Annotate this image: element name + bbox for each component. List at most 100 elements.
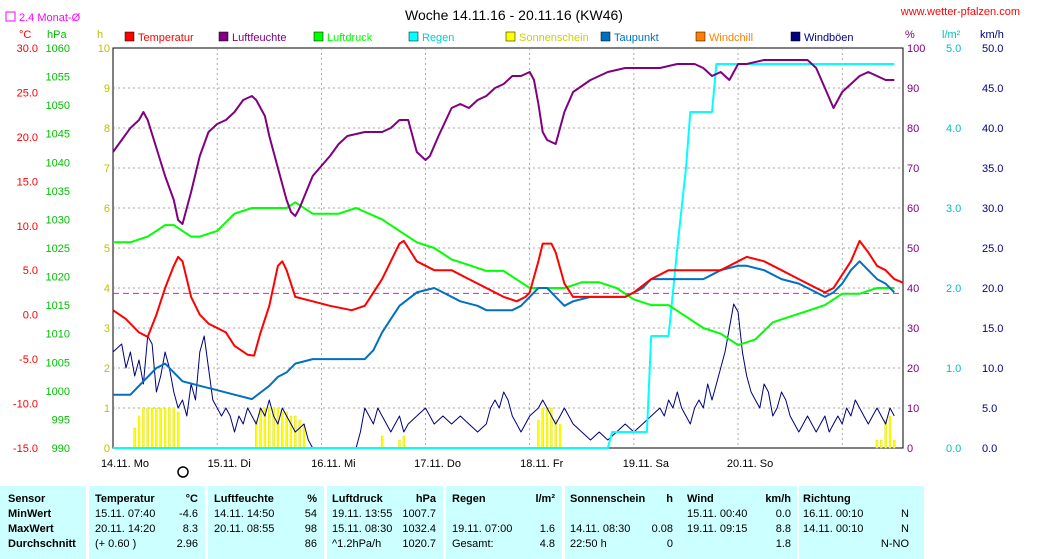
- summary-cell-value: 1007.7: [402, 508, 436, 520]
- axis-tick-pressure: 995: [52, 414, 70, 426]
- series-temperatur-line: [112, 239, 904, 357]
- unit-lm2: l/m²: [942, 29, 961, 41]
- axis-tick-humidity: 40: [907, 283, 919, 295]
- axis-tick-temperature: 30.0: [17, 43, 38, 55]
- summary-cell-detail: 16.11. 00:10: [803, 508, 864, 520]
- axis-tick-pressure: 1040: [46, 157, 70, 169]
- summary-cell-value: 2.96: [176, 538, 198, 550]
- summary-column-bg: [799, 486, 924, 559]
- legend-swatch: [600, 31, 611, 42]
- summary-background: [0, 486, 1058, 559]
- axis-tick-humidity: 50: [907, 243, 919, 255]
- axis-tick-wind: 30.0: [982, 203, 1003, 215]
- axis-tick-wind: 20.0: [982, 283, 1003, 295]
- x-tick-label: 20.11. So: [727, 458, 773, 470]
- series-lines: [112, 59, 904, 449]
- summary-cell-detail: 14.11. 00:10: [803, 523, 864, 535]
- sunshine-bar: [268, 407, 271, 449]
- x-tick-labels: 14.11. Mo 15.11. Di 16.11. Mi 17.11. Do 18.1…: [101, 458, 773, 470]
- legend-label: Sonnenschein: [519, 32, 589, 44]
- sunshine-bar: [541, 407, 544, 449]
- summary-cell-value: 1020.7: [402, 538, 436, 550]
- unit-hours: h: [97, 29, 103, 41]
- axis-tick-wind: 40.0: [982, 123, 1003, 135]
- sunshine-bar: [298, 419, 301, 449]
- axis-tick-pressure: 1050: [46, 100, 70, 112]
- summary-cell-value: 1.8: [775, 538, 791, 550]
- axis-tick-wind: 10.0: [982, 363, 1003, 375]
- avg-legend-label: 2.4 Monat-Ø: [19, 12, 81, 24]
- sunshine-bar: [402, 435, 405, 449]
- summary-header-sensor: Sensor: [8, 493, 46, 505]
- summary-cell-value: 4.8: [539, 538, 555, 550]
- axis-tick-wind: 0.0: [982, 443, 997, 455]
- axis-tick-temperature: -5.0: [19, 354, 38, 366]
- summary-column-bg: [0, 486, 86, 559]
- summary-cell-detail: Gesamt:: [452, 538, 494, 550]
- summary-column-bg: [565, 486, 681, 559]
- summary-cell-value: 8.3: [182, 523, 198, 535]
- sunshine-bar: [281, 411, 284, 449]
- axis-tick-wind: 45.0: [982, 83, 1003, 95]
- legend-label: Regen: [422, 32, 454, 44]
- axis-tick-temperature: -10.0: [13, 399, 38, 411]
- summary-header-label: Wind: [687, 493, 714, 505]
- summary-cell-value: 1.6: [539, 523, 555, 535]
- summary-cell-value: 54: [304, 508, 317, 520]
- summary-column-bg: [208, 486, 324, 559]
- sunshine-bar: [259, 407, 262, 449]
- axis-tick-temperature: -15.0: [13, 443, 38, 455]
- chart-axes: 30.025.020.015.010.05.00.0-5.0-10.0-15.0…: [13, 43, 1004, 455]
- website-label[interactable]: www.wetter-pfalzen.com: [900, 6, 1020, 18]
- x-tick-label: 16.11. Mi: [311, 458, 355, 470]
- summary-cell-value: N-NO: [880, 538, 909, 550]
- axis-tick-temperature: 15.0: [17, 176, 38, 188]
- summary-row-label: MinWert: [8, 508, 52, 520]
- x-tick-label: 15.11. Di: [208, 458, 251, 470]
- axis-tick-rain: 5.0: [946, 43, 961, 55]
- legend-swatch: [408, 31, 419, 42]
- series-taupunkt-line: [113, 260, 896, 401]
- x-tick-label: 17.11. Do: [414, 458, 461, 470]
- axis-tick-pressure: 1025: [46, 243, 70, 255]
- x-tick-label: 14.11. Mo: [101, 458, 149, 470]
- axis-tick-wind: 5.0: [982, 403, 997, 415]
- axis-tick-sunshine: 4: [104, 283, 110, 295]
- axis-tick-pressure: 1005: [46, 357, 70, 369]
- x-tick-label: 19.11. Sa: [623, 458, 670, 470]
- unit-celsius: °C: [19, 29, 31, 41]
- summary-cell-detail: 19.11. 09:15: [687, 523, 748, 535]
- summary-header-unit: °C: [185, 493, 198, 505]
- summary-cell-detail: 19.11. 07:00: [452, 523, 513, 535]
- weather-chart: Woche 14.11.16 - 20.11.16 (KW46) www.wet…: [5, 6, 1020, 478]
- summary-cell-detail: 14.11. 08:30: [570, 523, 631, 535]
- sunshine-bar: [163, 407, 167, 449]
- sunshine-bar: [150, 407, 154, 449]
- summary-cell-detail: 15.11. 00:40: [687, 508, 748, 520]
- legend-swatch: [505, 31, 516, 42]
- axis-tick-humidity: 0: [907, 443, 913, 455]
- x-tick-label: 18.11. Fr: [520, 458, 564, 470]
- summary-column-bg: [681, 486, 797, 559]
- summary-cell-value: 98: [304, 523, 317, 535]
- summary-header-unit: km/h: [765, 493, 791, 505]
- summary-row-label: Durchschnitt: [8, 538, 76, 550]
- axis-tick-rain: 1.0: [946, 363, 961, 375]
- sunshine-bar: [155, 407, 158, 449]
- avg-legend-box: [5, 11, 16, 22]
- sunshine-bar: [888, 415, 892, 449]
- axis-tick-pressure: 1015: [46, 300, 70, 312]
- axis-tick-temperature: 20.0: [17, 132, 38, 144]
- summary-header-unit: %: [307, 493, 317, 505]
- axis-tick-humidity: 10: [907, 403, 919, 415]
- axis-tick-rain: 0.0: [946, 443, 961, 455]
- unit-percent: %: [905, 29, 915, 41]
- sunshine-bar: [137, 415, 141, 449]
- axis-tick-sunshine: 1: [104, 403, 110, 415]
- legend-label: Luftdruck: [327, 32, 373, 44]
- legend-swatch: [124, 31, 135, 42]
- axis-tick-temperature: 0.0: [23, 310, 38, 322]
- summary-header-unit: l/m²: [535, 493, 555, 505]
- summary-cell-value: 0.0: [775, 508, 791, 520]
- summary-row-label: MaxWert: [8, 523, 54, 535]
